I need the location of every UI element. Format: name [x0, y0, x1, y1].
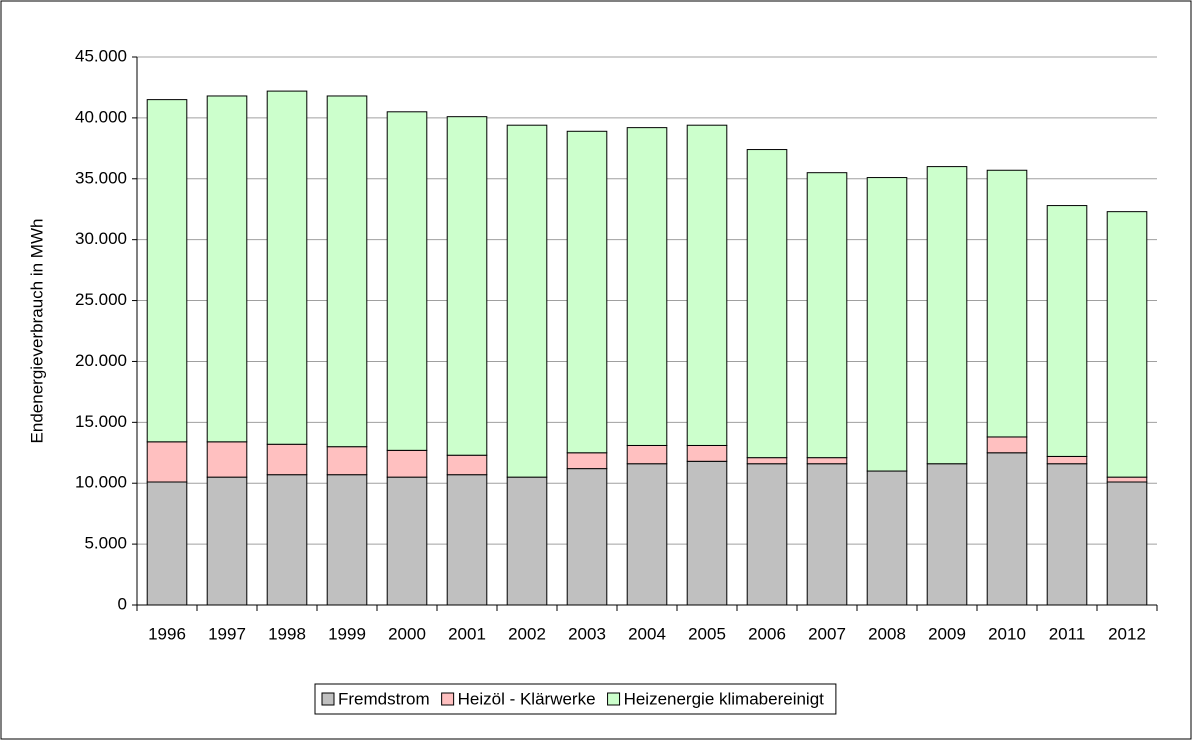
bar-segment	[506, 476, 548, 606]
y-tick-label: 35.000	[75, 168, 127, 187]
legend-swatch	[441, 692, 455, 706]
y-tick-label: 30.000	[75, 229, 127, 248]
bar-segment	[386, 476, 428, 606]
x-tick-label: 2005	[688, 624, 726, 643]
y-tick-label: 40.000	[75, 107, 127, 126]
bar-segment	[686, 124, 728, 446]
legend-swatch	[321, 692, 335, 706]
bar-segment	[806, 463, 848, 606]
bar-segment	[626, 463, 668, 606]
bar-segment	[746, 463, 788, 606]
legend-swatch	[607, 692, 621, 706]
y-tick-label: 25.000	[75, 290, 127, 309]
x-tick-label: 2008	[868, 624, 906, 643]
bar-segment	[326, 474, 368, 606]
x-tick-label: 2006	[748, 624, 786, 643]
x-tick-label: 2004	[628, 624, 666, 643]
bar-segment	[1106, 211, 1148, 478]
bar-segment	[866, 470, 908, 606]
bar-segment	[686, 444, 728, 462]
bar-segment	[506, 124, 548, 478]
bar-segment	[386, 449, 428, 478]
bar-segment	[986, 452, 1028, 606]
bar-segment	[986, 169, 1028, 438]
bar-segment	[206, 95, 248, 443]
bar-segment	[1106, 476, 1148, 483]
bar-segment	[926, 463, 968, 606]
y-tick-label: 10.000	[75, 473, 127, 492]
bar-segment	[626, 444, 668, 465]
legend-box	[314, 683, 837, 715]
bar-segment	[326, 446, 368, 476]
bar-segment	[566, 468, 608, 606]
y-tick-label: 15.000	[75, 412, 127, 431]
legend-label: Heizöl - Klärwerke	[458, 689, 596, 708]
bar-segment	[806, 172, 848, 459]
y-tick-label: 0	[118, 594, 127, 613]
bar-segment	[386, 111, 428, 451]
x-tick-label: 2001	[448, 624, 486, 643]
x-tick-label: 1996	[148, 624, 186, 643]
y-axis-title: Endenergieverbrauch in MWh	[27, 219, 46, 444]
bar-segment	[266, 474, 308, 606]
bar-segment	[1046, 205, 1088, 457]
bar-segment	[206, 441, 248, 478]
x-tick-label: 2003	[568, 624, 606, 643]
bar-segment	[986, 436, 1028, 454]
x-tick-label: 1998	[268, 624, 306, 643]
bar-segment	[206, 476, 248, 606]
bar-segment	[746, 457, 788, 465]
bar-segment	[446, 454, 488, 476]
bar-segment	[806, 457, 848, 465]
bar-segment	[686, 460, 728, 606]
x-tick-label: 2000	[388, 624, 426, 643]
x-tick-label: 1999	[328, 624, 366, 643]
bar-segment	[746, 149, 788, 459]
x-tick-label: 2011	[1049, 624, 1086, 643]
y-tick-label: 20.000	[75, 351, 127, 370]
legend-label: Fremdstrom	[338, 689, 430, 708]
bar-segment	[446, 474, 488, 606]
y-tick-label: 45.000	[75, 46, 127, 65]
x-tick-label: 1997	[208, 624, 246, 643]
bar-segment	[1046, 463, 1088, 606]
bar-segment	[566, 452, 608, 470]
x-tick-label: 2007	[808, 624, 846, 643]
legend-label: Heizenergie klimabereinigt	[624, 689, 825, 708]
bar-segment	[1106, 481, 1148, 606]
bar-segment	[146, 99, 188, 443]
x-tick-label: 2010	[988, 624, 1026, 643]
bar-segment	[566, 130, 608, 454]
bar-segment	[266, 443, 308, 476]
x-tick-label: 2012	[1108, 624, 1146, 643]
bar-segment	[146, 441, 188, 483]
y-tick-label: 5.000	[84, 534, 127, 553]
bar-segment	[626, 127, 668, 446]
bar-segment	[446, 116, 488, 456]
bar-segment	[926, 166, 968, 465]
bar-segment	[866, 177, 908, 472]
bar-segment	[1046, 455, 1088, 465]
bar-segment	[146, 481, 188, 606]
bar-segment	[326, 95, 368, 448]
x-tick-label: 2009	[928, 624, 966, 643]
bar-segment	[266, 90, 308, 445]
x-tick-label: 2002	[508, 624, 546, 643]
